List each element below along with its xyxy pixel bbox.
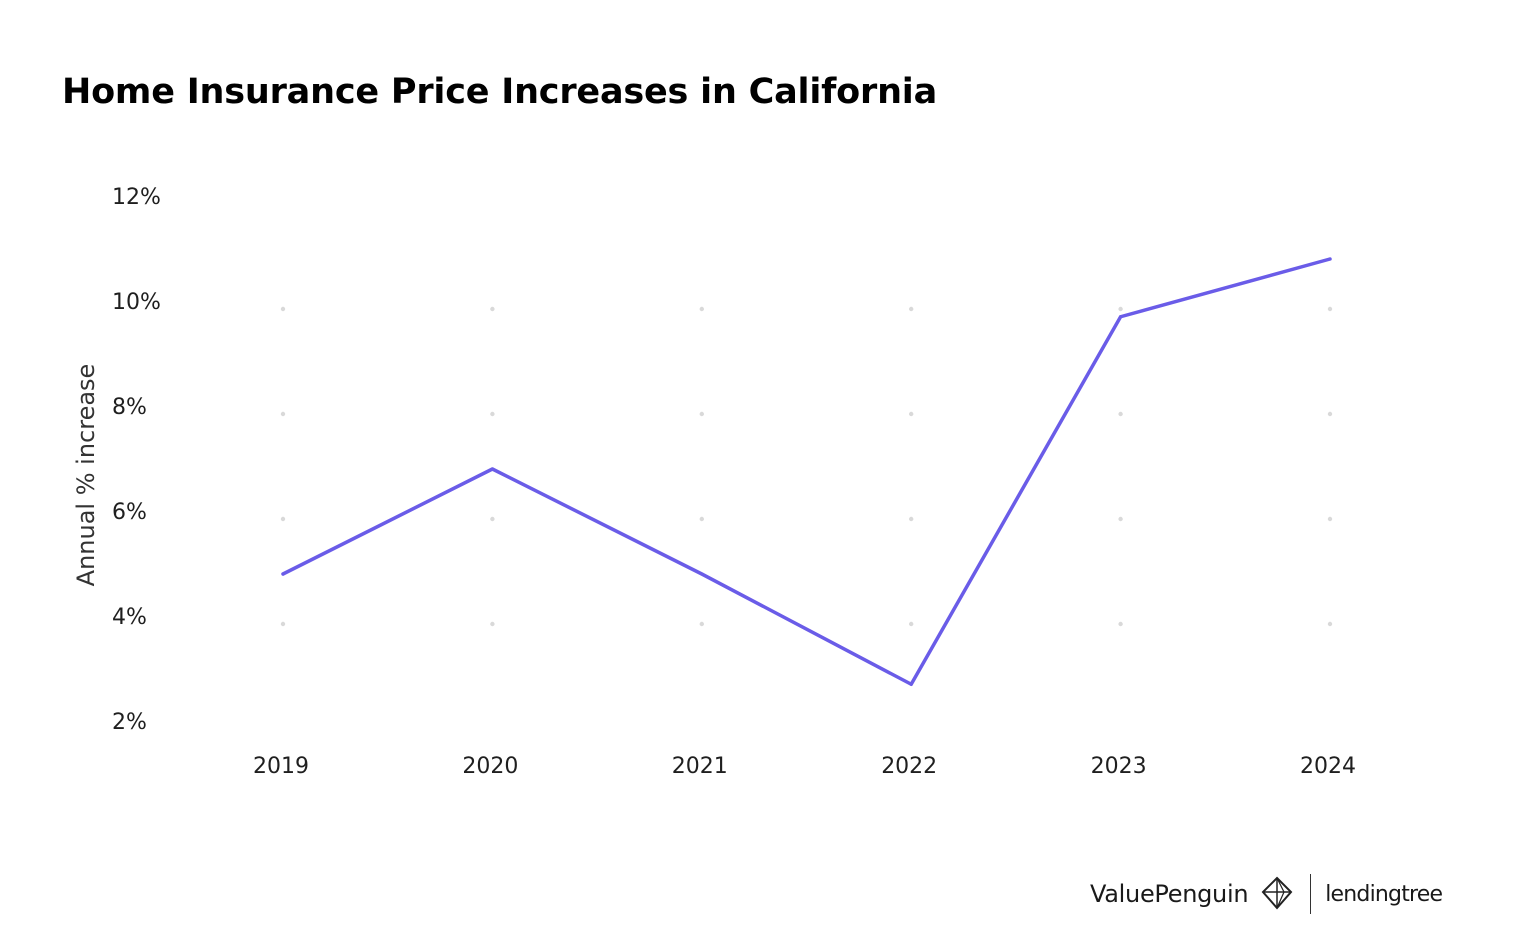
grid-dot — [490, 411, 495, 417]
x-tick-label: 2022 — [881, 754, 937, 779]
grid-dot — [699, 621, 704, 627]
grid-dot — [280, 516, 286, 522]
grid-dot — [490, 516, 495, 522]
y-tick-label: 10% — [112, 290, 161, 315]
data-point — [1119, 315, 1123, 319]
grid-dot — [1327, 411, 1333, 417]
grid-dot — [699, 306, 704, 312]
grid-dot — [1118, 621, 1123, 627]
grid-dot — [699, 411, 704, 417]
grid-dot — [490, 306, 495, 312]
grid-dot — [1327, 516, 1333, 522]
grid-dot — [699, 516, 704, 522]
grid-dot — [1327, 621, 1333, 627]
y-tick-label: 6% — [112, 500, 147, 525]
x-tick-label: 2024 — [1300, 754, 1356, 779]
series-line — [281, 257, 1332, 686]
y-tick-label: 8% — [112, 395, 147, 420]
x-tick-label: 2020 — [462, 754, 518, 779]
data-point — [281, 572, 285, 576]
grid-dot — [280, 306, 286, 312]
grid-dot — [280, 621, 286, 627]
y-tick-label: 12% — [112, 185, 161, 210]
branding: ValuePenguin lendingtree — [1090, 870, 1443, 918]
grid-dot — [1118, 516, 1123, 522]
data-point — [700, 572, 704, 576]
data-point — [909, 682, 913, 686]
grid-dot — [1327, 306, 1333, 312]
grid-dot — [490, 621, 495, 627]
data-point — [490, 467, 494, 471]
lendingtree-wordmark: lendingtree — [1325, 881, 1443, 907]
series-layer — [281, 257, 1332, 686]
x-tick-label: 2021 — [672, 754, 728, 779]
grid-dot — [909, 306, 914, 312]
valuepenguin-logo-icon — [1258, 875, 1296, 913]
grid-dot — [1118, 411, 1123, 417]
grid-dot — [909, 621, 914, 627]
grid-dot — [1118, 306, 1123, 312]
y-tick-label: 4% — [112, 605, 147, 630]
valuepenguin-wordmark: ValuePenguin — [1090, 880, 1249, 908]
y-axis: 2% 4% 6% 8% 10% 12% — [112, 185, 161, 735]
y-tick-label: 2% — [112, 710, 147, 735]
y-axis-label: Annual % increase — [72, 364, 100, 587]
grid-layer — [280, 306, 1333, 627]
grid-dot — [909, 516, 914, 522]
x-axis: 2019 2020 2021 2022 2023 2024 — [253, 754, 1356, 779]
x-tick-label: 2019 — [253, 754, 309, 779]
branding-divider — [1310, 874, 1312, 914]
data-point — [1328, 257, 1332, 261]
grid-dot — [280, 411, 286, 417]
grid-dot — [909, 411, 914, 417]
x-tick-label: 2023 — [1091, 754, 1147, 779]
chart-title: Home Insurance Price Increases in Califo… — [62, 72, 938, 112]
